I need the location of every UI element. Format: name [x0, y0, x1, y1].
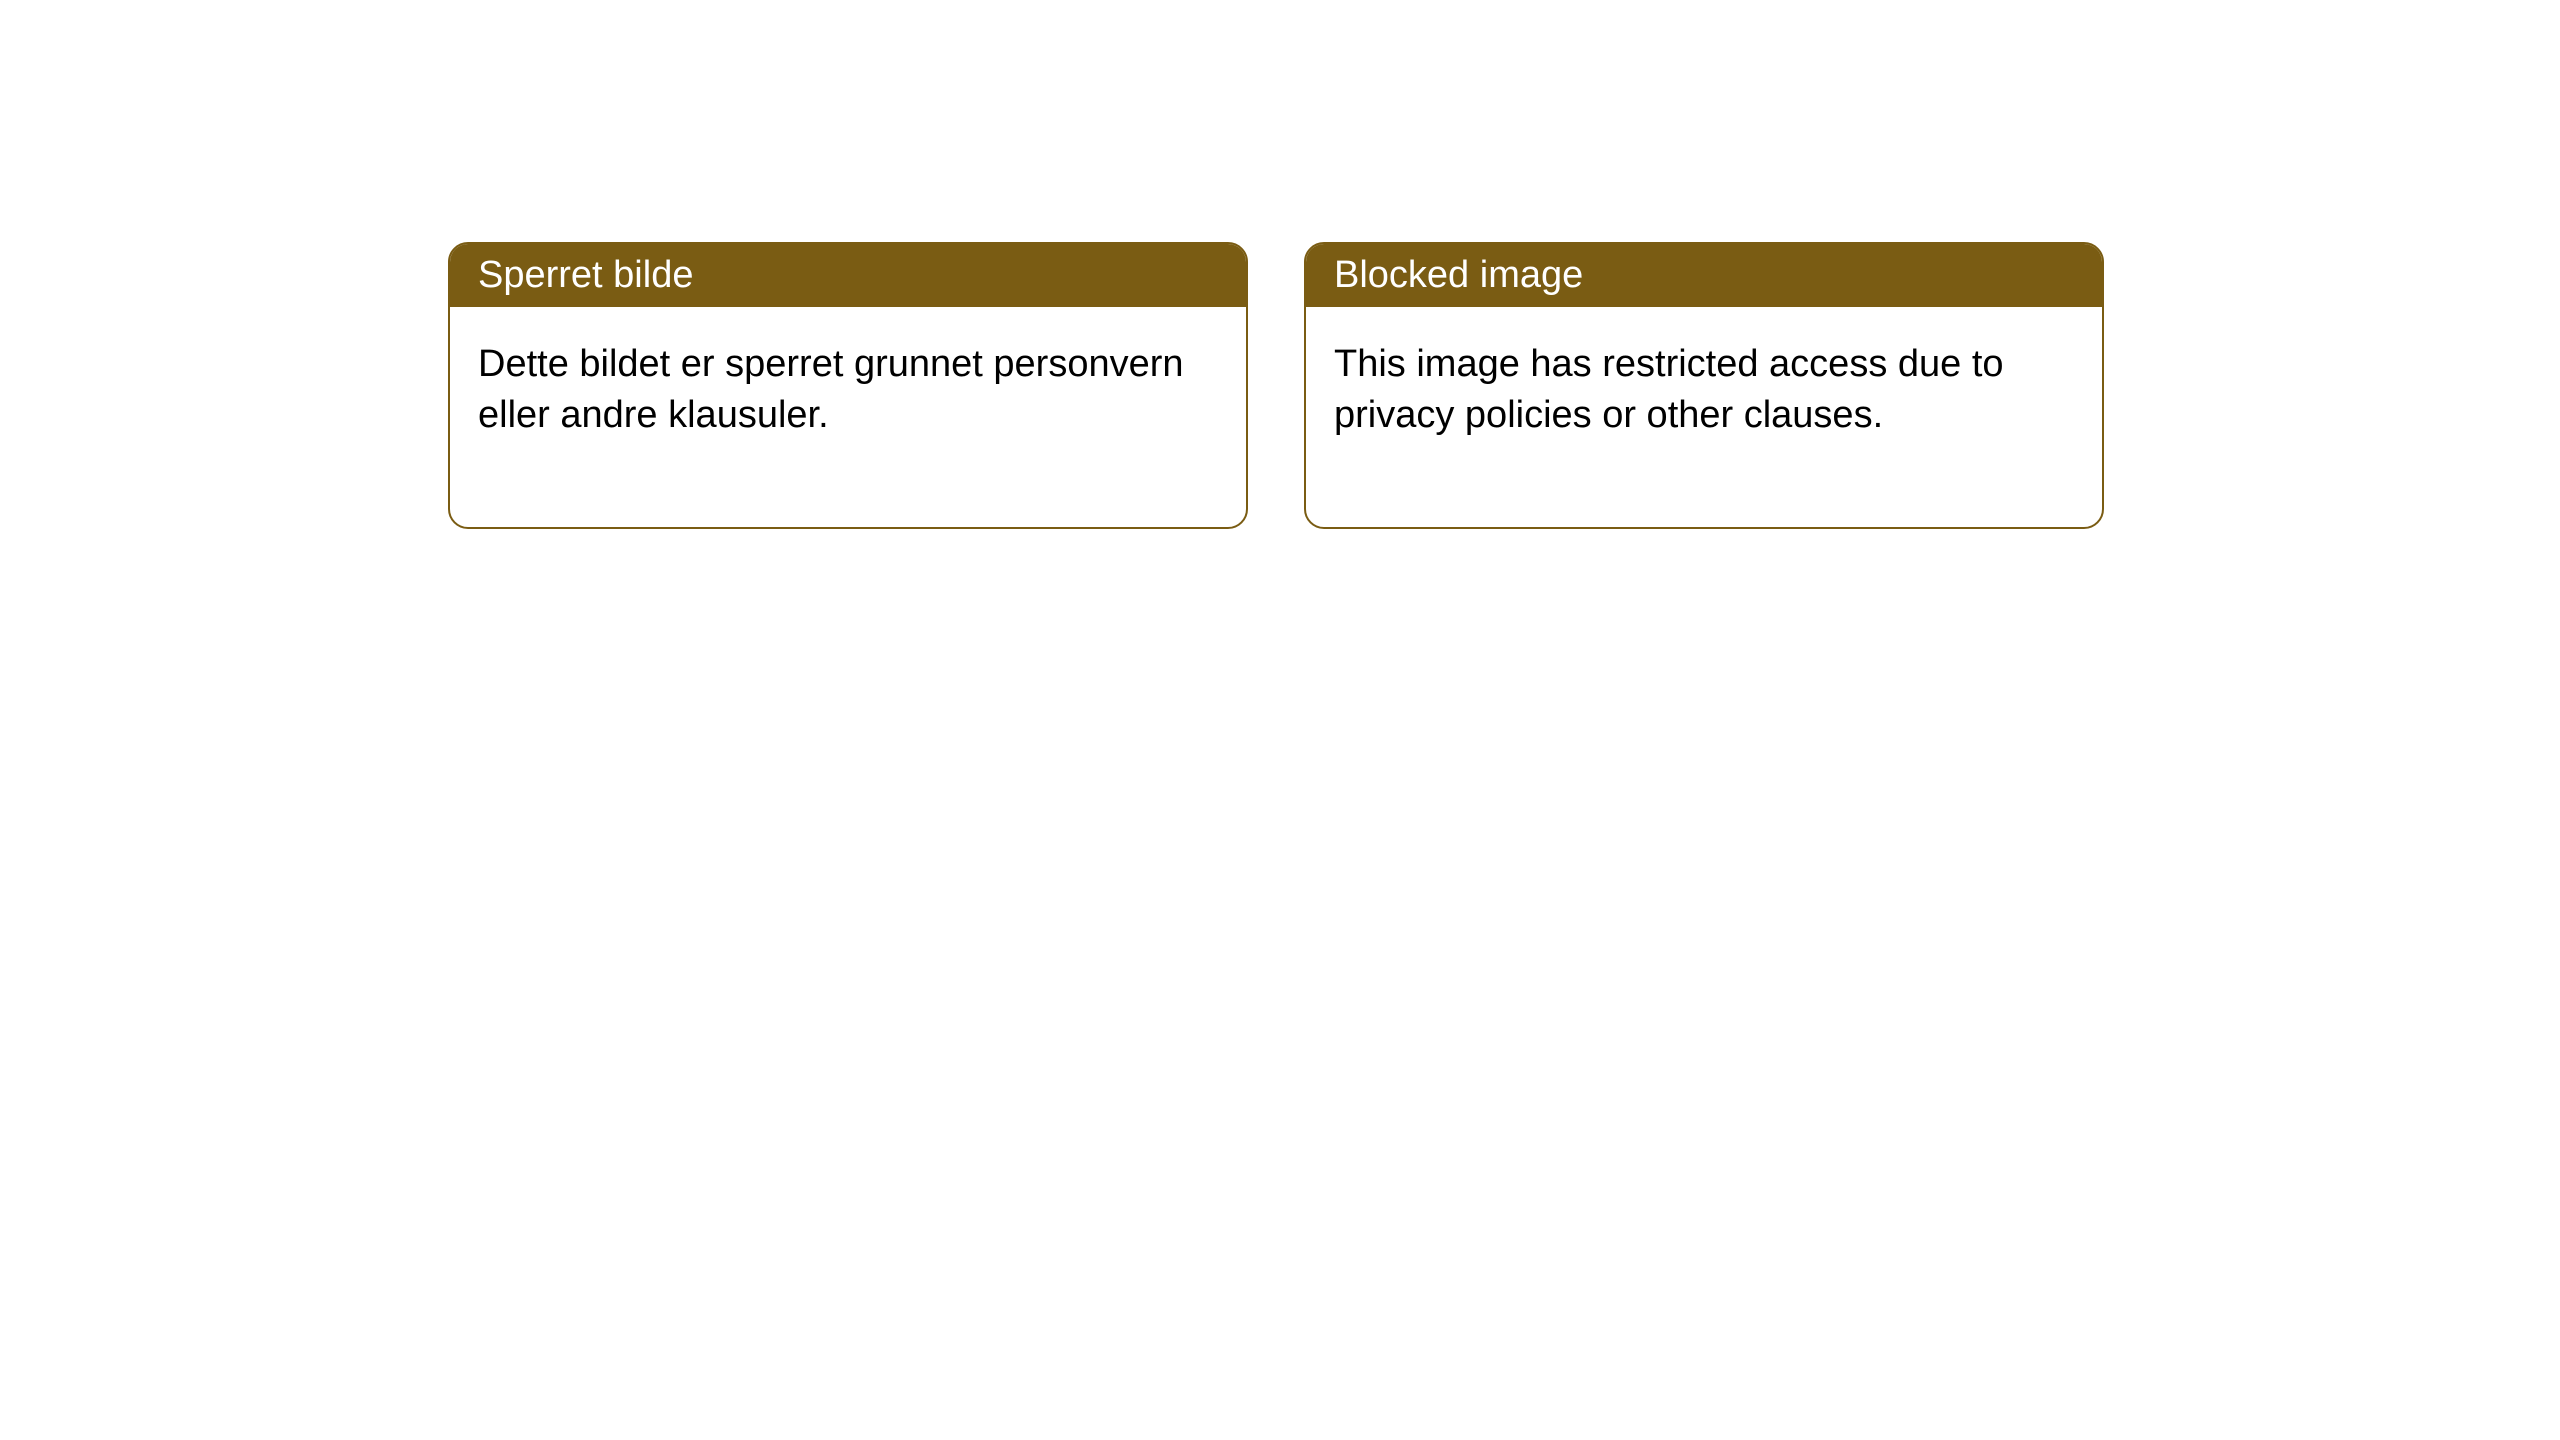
notice-card-text: This image has restricted access due to …: [1334, 343, 2004, 436]
notice-card-header: Blocked image: [1306, 244, 2102, 307]
notice-card-english: Blocked image This image has restricted …: [1304, 242, 2104, 529]
notice-card-text: Dette bildet er sperret grunnet personve…: [478, 343, 1184, 436]
notice-card-header: Sperret bilde: [450, 244, 1246, 307]
notice-card-norwegian: Sperret bilde Dette bildet er sperret gr…: [448, 242, 1248, 529]
notice-card-body: This image has restricted access due to …: [1306, 307, 2102, 527]
notice-card-title: Blocked image: [1334, 254, 1583, 296]
notice-card-title: Sperret bilde: [478, 254, 693, 296]
notice-card-body: Dette bildet er sperret grunnet personve…: [450, 307, 1246, 527]
notice-cards-container: Sperret bilde Dette bildet er sperret gr…: [448, 242, 2104, 529]
